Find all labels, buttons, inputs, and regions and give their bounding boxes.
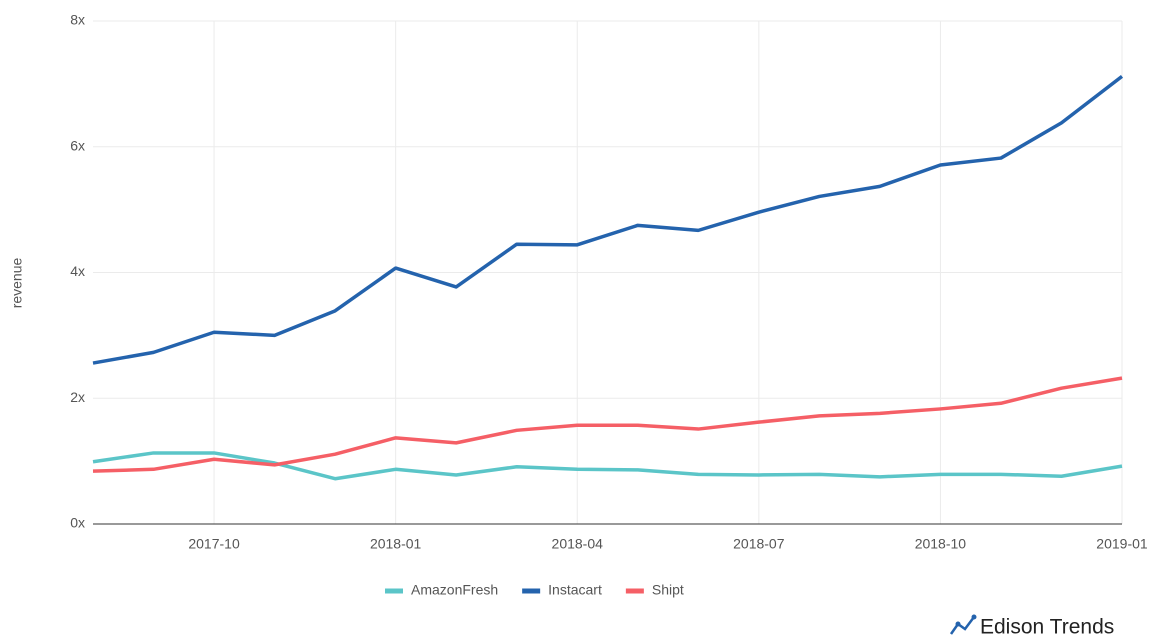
series-line — [92, 74, 1124, 365]
legend-label: Shipt — [652, 582, 684, 598]
x-tick-label: 2017-10 — [188, 536, 240, 552]
series-line — [92, 376, 1123, 473]
legend-label: AmazonFresh — [411, 582, 498, 598]
x-tick-label: 2019-01 — [1096, 536, 1148, 552]
y-tick-label: 0x — [70, 515, 85, 531]
x-tick-label: 2018-07 — [733, 536, 785, 552]
y-axis-label: revenue — [9, 257, 25, 308]
x-tick-label: 2018-01 — [370, 536, 422, 552]
brand-name: Edison Trends — [980, 616, 1114, 639]
y-tick-label: 4x — [70, 263, 85, 279]
brand-logo — [949, 614, 977, 635]
y-tick-label: 2x — [70, 389, 85, 405]
x-tick-label: 2018-04 — [552, 536, 604, 552]
x-tick-label: 2018-10 — [915, 536, 967, 552]
brand-icon-dot — [955, 621, 961, 627]
brand-icon-dot — [971, 614, 977, 620]
brand-icon — [949, 616, 975, 635]
y-tick-label: 6x — [70, 137, 85, 153]
y-tick-label: 8x — [70, 12, 85, 28]
legend-label: Instacart — [548, 582, 602, 598]
series-line — [92, 451, 1123, 481]
